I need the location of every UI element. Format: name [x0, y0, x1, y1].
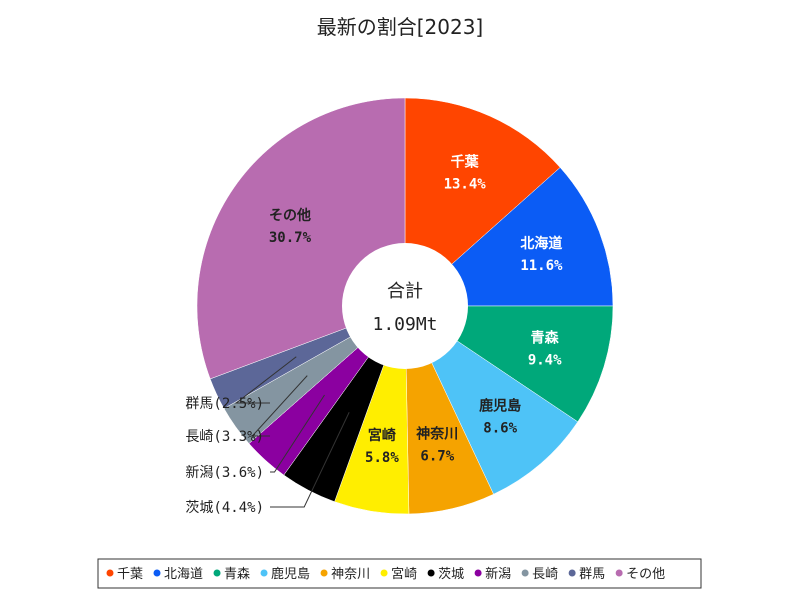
leader-line	[270, 394, 325, 473]
legend: 千葉 北海道 青森 鹿児島 神奈川 宮崎 茨城 新潟 長崎 群馬 その他	[97, 558, 702, 589]
slice-value-label: 6.7%	[420, 448, 454, 464]
legend-label: 宮崎	[391, 566, 417, 582]
leader-line	[270, 412, 350, 508]
legend-marker	[153, 569, 161, 577]
slice-value-label: 9.4%	[528, 352, 562, 368]
slice-name-label: 北海道	[520, 235, 562, 252]
legend-label: 青森	[224, 567, 250, 582]
pie-slice-1	[404, 97, 561, 307]
legend-label: 長崎	[532, 567, 558, 582]
outside-label: 新潟(3.6%)	[185, 465, 264, 481]
legend-marker	[615, 569, 623, 577]
slice-name-label: その他	[269, 207, 311, 224]
slice-name-label: 鹿児島	[478, 398, 521, 415]
slice-labels: 千葉 13.4% 北海道 11.6% 青森 9.4% 鹿児島 8.6% 神奈川 6.7% 宮崎 5.8…	[185, 154, 563, 516]
slice-value-label: 8.6%	[483, 421, 517, 437]
legend-label: 北海道	[164, 567, 203, 582]
center-hole	[342, 243, 468, 369]
slice-name-label: 千葉	[451, 154, 480, 171]
legend-marker	[213, 569, 221, 577]
legend-marker	[427, 569, 435, 577]
center-label: 合計	[387, 281, 423, 302]
pie-slice-4	[404, 305, 579, 495]
slice-name-label: 神奈川	[416, 425, 458, 442]
slice-value-label: 13.4%	[444, 177, 487, 193]
legend-marker	[568, 569, 576, 577]
outside-label: 長崎(3.3%)	[185, 429, 264, 445]
legend-marker	[380, 569, 388, 577]
outside-label: 茨城(4.4%)	[185, 500, 264, 516]
legend-label: 千葉	[117, 567, 143, 582]
legend-label: 茨城	[438, 567, 464, 582]
outside-label: 群馬(2.5%)	[185, 396, 264, 412]
legend-marker	[474, 569, 482, 577]
legend-label: 新潟	[485, 566, 511, 582]
chart-title: 最新の割合[2023]	[317, 15, 484, 39]
legend-label: その他	[626, 567, 665, 582]
legend-box	[97, 558, 702, 589]
slice-value-label: 30.7%	[269, 230, 312, 246]
leader-line	[251, 375, 308, 437]
leader-line	[234, 356, 297, 404]
legend-marker	[260, 569, 268, 577]
legend-label: 群馬	[579, 567, 605, 582]
legend-label: 鹿児島	[271, 566, 310, 582]
slice-value-label: 5.8%	[365, 450, 399, 466]
legend-marker	[320, 569, 328, 577]
legend-label: 神奈川	[331, 567, 370, 582]
legend-marker	[106, 569, 114, 577]
leader-lines	[234, 356, 350, 508]
slice-value-label: 11.6%	[520, 258, 563, 274]
slice-name-label: 宮崎	[368, 427, 396, 444]
slice-name-label: 青森	[531, 329, 560, 346]
legend-marker	[521, 569, 529, 577]
center-total: 1.09Mt	[372, 314, 437, 335]
